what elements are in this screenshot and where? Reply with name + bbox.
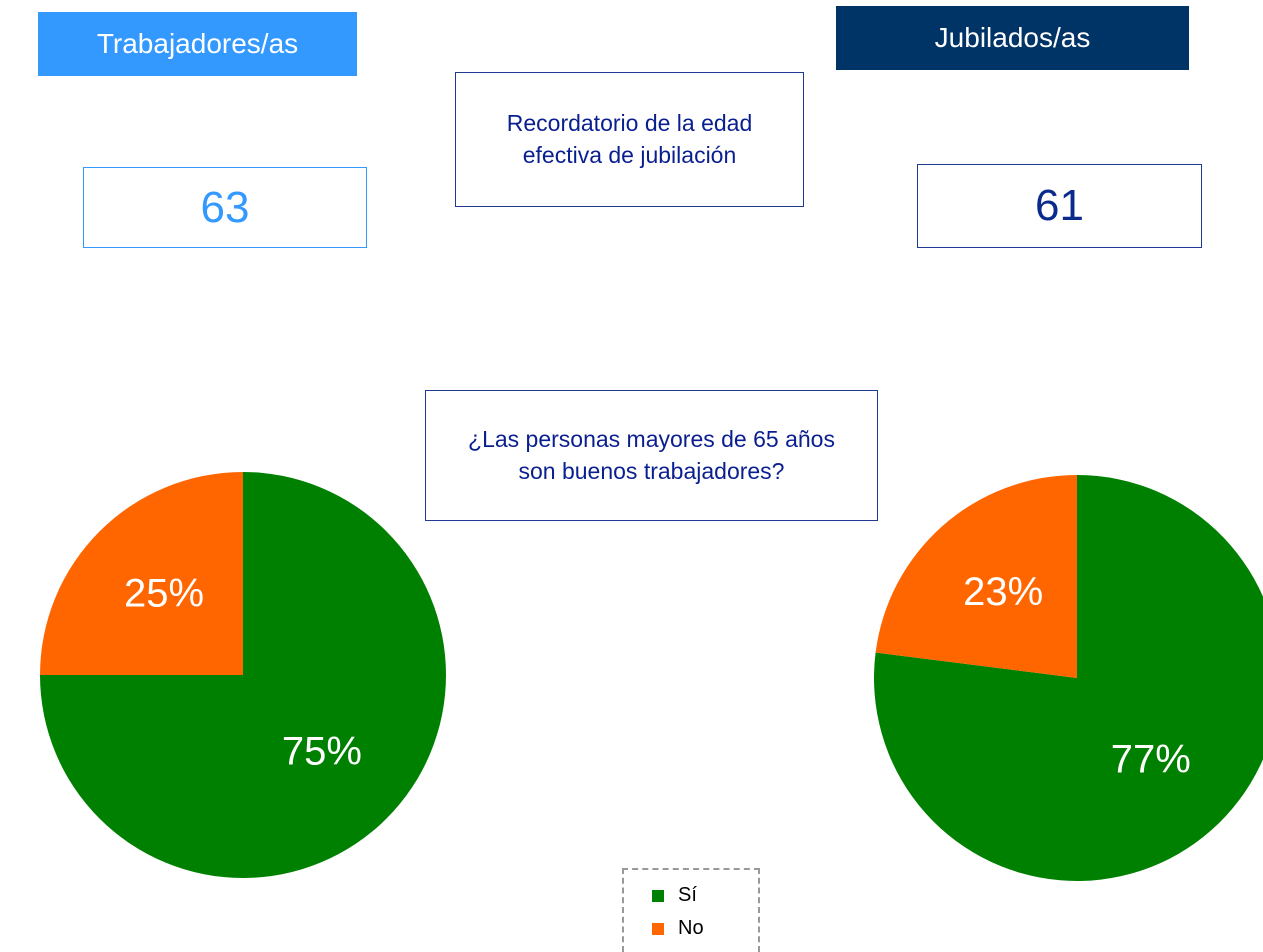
- legend-item: No: [652, 917, 704, 940]
- data-label: 75%: [282, 730, 362, 774]
- reminder-box: Recordatorio de la edad efectiva de jubi…: [455, 72, 804, 207]
- data-label: 23%: [963, 570, 1043, 614]
- legend-swatch: [652, 922, 664, 935]
- pie-slice: [875, 475, 1077, 678]
- question-box: ¿Las personas mayores de 65 años son bue…: [425, 390, 878, 521]
- right-group-label: Jubilados/as: [836, 6, 1189, 70]
- legend-label: No: [678, 917, 704, 939]
- pie-slice: [874, 475, 1263, 881]
- data-label: 77%: [1111, 737, 1191, 781]
- legend-label: Sí: [678, 884, 697, 906]
- data-label: 25%: [124, 572, 204, 616]
- right-age: 61: [917, 164, 1202, 248]
- pie-slice: [40, 472, 243, 675]
- left-age: 63: [83, 167, 367, 248]
- legend: Sí No: [622, 868, 760, 952]
- legend-swatch: [652, 889, 664, 902]
- legend-item: Sí: [652, 884, 697, 907]
- left-group-label: Trabajadores/as: [38, 12, 357, 76]
